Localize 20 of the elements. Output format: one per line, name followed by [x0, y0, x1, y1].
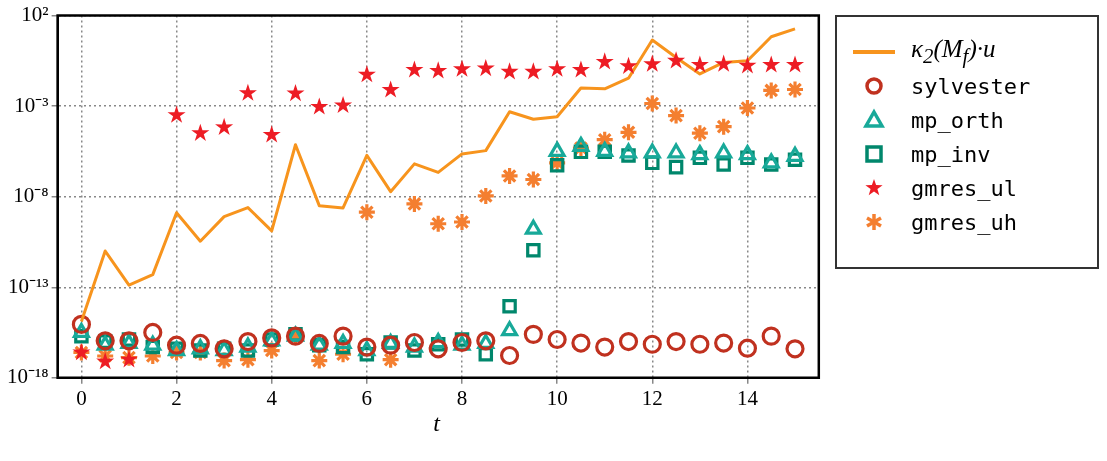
y-tick-label: 10⁻⁸ — [13, 183, 49, 208]
x-axis-title: t — [433, 409, 440, 437]
x-tick-label: 0 — [76, 385, 87, 410]
x-tick-label: 8 — [456, 385, 468, 410]
legend-label: mp_inv — [911, 141, 991, 167]
x-tick-label: 12 — [641, 385, 663, 410]
legend-label: sylvester — [911, 73, 1031, 99]
y-tick-label: 10² — [21, 2, 49, 27]
x-tick-label: 10 — [546, 385, 568, 410]
x-tick-label: 14 — [736, 385, 759, 410]
legend-label: gmres_uh — [911, 209, 1017, 235]
y-tick-label: 10⁻¹³ — [8, 273, 49, 298]
legend-label: mp_orth — [911, 107, 1004, 133]
legend-label: κ$_{2}$(M$_{f}$)·u — [911, 35, 996, 69]
x-tick-label: 2 — [171, 385, 182, 410]
x-tick-label: 4 — [266, 385, 278, 410]
y-tick-label: 10⁻¹⁸ — [6, 364, 49, 389]
y-tick-label: 10⁻³ — [14, 92, 49, 117]
legend-label: gmres_ul — [911, 175, 1017, 201]
x-tick-label: 6 — [361, 385, 373, 410]
